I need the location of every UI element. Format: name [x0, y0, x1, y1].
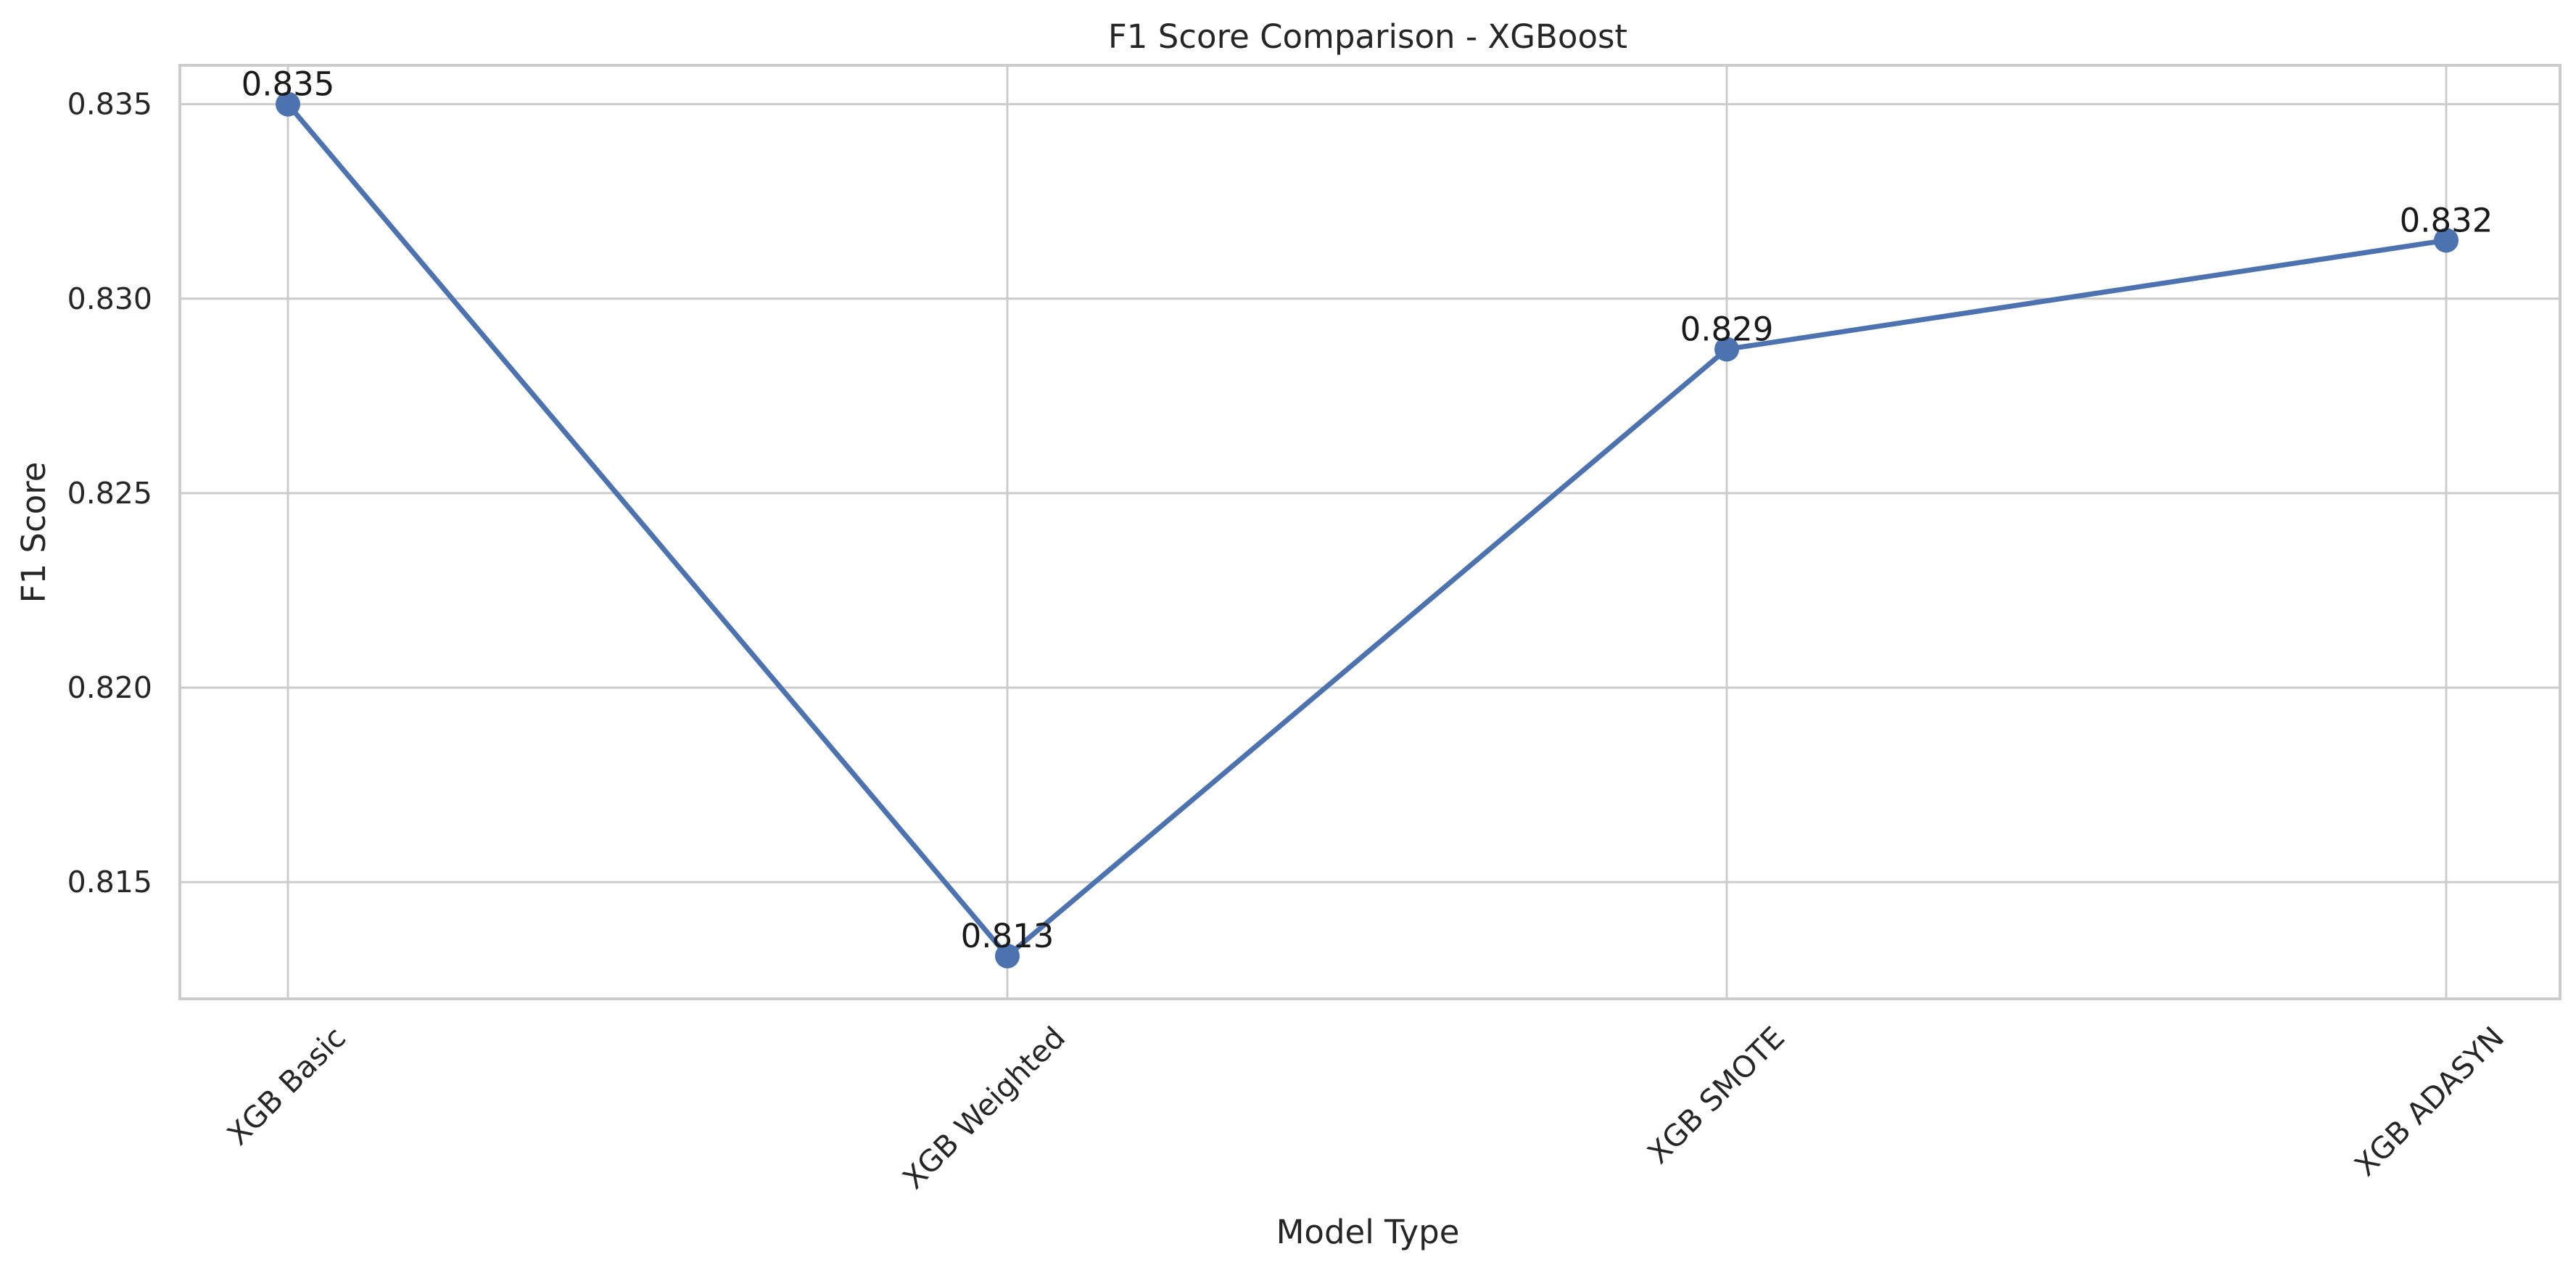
series-line	[285, 102, 2449, 959]
data-label: 0.832	[2400, 201, 2493, 239]
y-tick-label: 0.815	[67, 865, 152, 899]
label-layer: 0.835 0.813 0.829 0.832	[242, 65, 2493, 955]
grid-layer	[180, 65, 2560, 999]
y-tick-label: 0.820	[67, 670, 152, 705]
data-point	[276, 91, 300, 117]
y-tick-label: 0.825	[67, 476, 152, 511]
y-tick-label: 0.835	[67, 87, 152, 122]
data-point	[1714, 337, 1739, 362]
data-label: 0.813	[961, 917, 1054, 955]
y-axis-title: F1 Score	[15, 462, 53, 603]
chart-title: F1 Score Comparison - XGBoost	[1108, 17, 1627, 56]
series-layer	[276, 91, 2459, 969]
data-label: 0.835	[242, 65, 335, 104]
data-point	[995, 944, 1020, 969]
data-point	[2434, 228, 2459, 253]
x-axis-title: Model Type	[1276, 1213, 1460, 1251]
plot-frame	[178, 64, 2561, 1000]
data-label: 0.829	[1680, 310, 1774, 348]
y-tick-label: 0.830	[67, 281, 152, 316]
